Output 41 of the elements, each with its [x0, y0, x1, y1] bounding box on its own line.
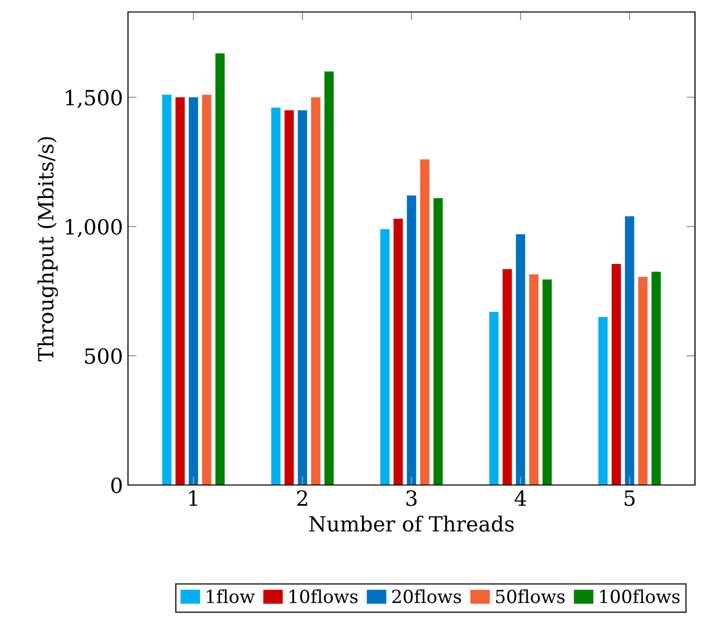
legend-label: 10flows	[290, 589, 358, 604]
bar	[175, 97, 185, 485]
bar	[311, 97, 320, 485]
x-tick-label: 5	[624, 490, 635, 506]
bar	[162, 94, 172, 485]
bar	[652, 272, 661, 485]
legend-label: 50flows	[496, 589, 565, 604]
bar	[188, 97, 198, 485]
legend-label: 1flow	[206, 589, 255, 604]
bar	[638, 276, 648, 485]
bar	[489, 312, 499, 485]
bar	[215, 53, 225, 485]
x-axis-title: Number of Threads	[309, 516, 514, 532]
bar	[502, 269, 512, 485]
bar	[202, 94, 212, 485]
bar	[394, 218, 403, 485]
bar	[380, 229, 390, 485]
y-axis-title: Throughput (Mbits/s)	[37, 137, 58, 362]
legend-label: 20flows	[392, 589, 462, 604]
x-tick-label: 1	[189, 490, 198, 506]
y-tick-label: 1,500	[66, 90, 122, 108]
legend-label: 100flows	[600, 589, 680, 604]
x-tick-label: 4	[514, 490, 526, 506]
bar	[420, 159, 430, 485]
bar	[433, 198, 443, 485]
y-tick-label: 500	[85, 348, 122, 364]
bar	[624, 216, 634, 485]
bar	[271, 108, 280, 485]
x-tick-label: 2	[297, 490, 308, 506]
bar	[598, 316, 608, 485]
y-tick-label: 1,000	[66, 218, 122, 238]
bar	[542, 280, 552, 485]
bar	[284, 110, 294, 485]
x-tick-label: 3	[406, 490, 417, 506]
bar	[298, 110, 308, 485]
bar	[406, 196, 416, 485]
bar	[612, 264, 621, 485]
y-tick-label: 0	[111, 477, 122, 494]
bar	[529, 274, 538, 485]
bar	[324, 71, 334, 485]
bar	[516, 234, 526, 485]
